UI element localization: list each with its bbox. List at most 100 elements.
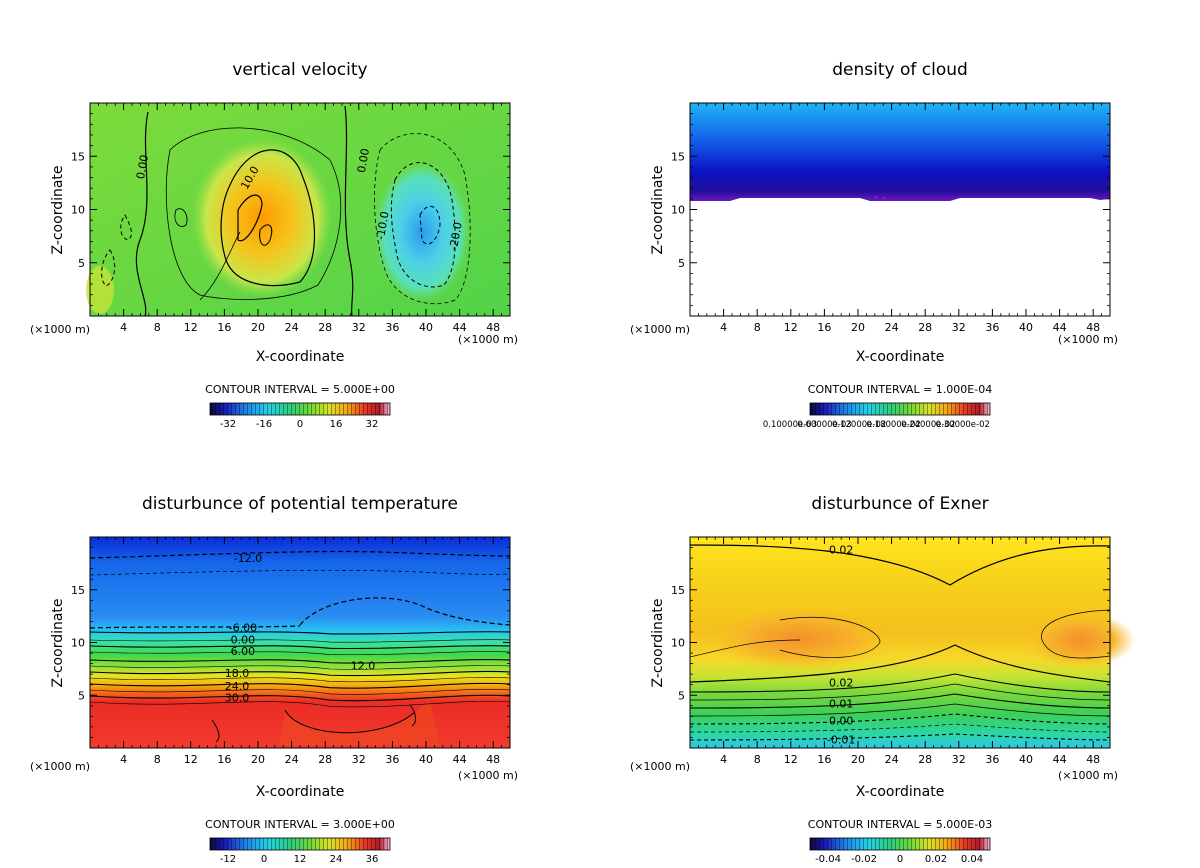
colorbar-tick-label: 0 xyxy=(297,419,303,430)
plot-field xyxy=(89,537,511,748)
exner-contour-line xyxy=(689,703,1111,717)
x-axis-label: X-coordinate xyxy=(256,784,345,800)
x-tick-label: 16 xyxy=(817,753,831,766)
x-axis-ticks: 4 8 12 16 20 24 28 32 36 40 44 48 xyxy=(698,103,1102,334)
contour-label: -12.0 xyxy=(234,552,262,565)
colorbar-tick-label: 0.12000e-02 xyxy=(832,420,886,430)
contour-label: 12.0 xyxy=(351,660,376,673)
x-tick-label: 20 xyxy=(851,321,865,334)
x-tick-label: 48 xyxy=(1086,321,1100,334)
colorbar-tick-label: -12 xyxy=(220,854,236,865)
colorbar-tick-label: 0 xyxy=(897,854,903,865)
theta-contour-line xyxy=(89,700,511,708)
colorbar-tick-label: 24 xyxy=(330,854,343,865)
x-tick-label: 16 xyxy=(217,321,231,334)
exner-contour-line xyxy=(689,673,1111,693)
contour-label: -20.0 xyxy=(447,221,465,251)
colorbar xyxy=(809,402,991,416)
y-tick-label: 15 xyxy=(71,584,85,597)
colorbar-tick-label: 0.30000e-02 xyxy=(936,420,990,430)
colorbar-tick-label: 0.18000e-02 xyxy=(867,420,921,430)
x-tick-label: 4 xyxy=(120,321,127,334)
x-tick-label: 32 xyxy=(352,753,366,766)
x-tick-label: 16 xyxy=(217,753,231,766)
theta-contour-line xyxy=(89,677,511,683)
contour-labels: -12.0 -6.000.006.00 12.0 18.024.030.0 xyxy=(225,552,376,704)
y-tick-label: 15 xyxy=(671,150,685,163)
x-unit-left: (×1000 m) xyxy=(630,323,690,336)
theta-contour-line xyxy=(89,694,511,702)
y-tick-label: 10 xyxy=(71,637,85,650)
contour-label: 30.0 xyxy=(225,691,250,704)
x-tick-label: 12 xyxy=(784,753,798,766)
contour-label: -10.0 xyxy=(374,210,392,240)
x-tick-label: 8 xyxy=(754,753,761,766)
theta-contour-line xyxy=(89,651,511,656)
colorbar-tick-label: 0.04 xyxy=(961,854,983,865)
x-unit-right: (×1000 m) xyxy=(458,333,518,346)
x-tick-label: 44 xyxy=(1053,321,1067,334)
contour-label: 0.00 xyxy=(134,154,151,180)
colorbar-tick-label: -32 xyxy=(220,419,236,430)
theta-contour-line xyxy=(89,639,511,643)
y-axis-label: Z-coordinate xyxy=(50,165,66,254)
x-tick-label: 36 xyxy=(385,321,399,334)
colorbar-tick-label: 16 xyxy=(330,419,343,430)
y-tick-label: 15 xyxy=(71,150,85,163)
x-tick-label: 8 xyxy=(154,753,161,766)
panel-title: disturbunce of potential temperature xyxy=(142,494,458,514)
x-unit-right: (×1000 m) xyxy=(1058,769,1118,782)
colorbar-tick-label: -16 xyxy=(256,419,272,430)
x-axis-ticks: 4 8 12 16 20 24 28 32 36 40 44 48 xyxy=(698,537,1102,766)
colorbar-tick-label: 12 xyxy=(294,854,307,865)
plot-field xyxy=(86,103,510,317)
contour-interval-label: CONTOUR INTERVAL = 3.000E+00 xyxy=(205,818,395,831)
y-axis-label: Z-coordinate xyxy=(50,598,66,687)
y-axis-ticks: 5 10 15 xyxy=(671,547,1110,738)
exner-contour-line xyxy=(689,723,1111,733)
theta-contour-line xyxy=(89,631,511,635)
y-tick-label: 5 xyxy=(678,689,685,702)
x-tick-label: 16 xyxy=(817,321,831,334)
x-tick-label: 24 xyxy=(885,753,899,766)
x-tick-label: 36 xyxy=(385,753,399,766)
y-tick-label: 10 xyxy=(671,204,685,217)
colorbar-tick-label: 0.02 xyxy=(925,854,947,865)
colorbar-ticks: 0.10000e-030.60000e-030.12000e-020.18000… xyxy=(763,420,990,430)
x-tick-label: 40 xyxy=(1019,321,1033,334)
colorbar-tick-label: 0.24000e-02 xyxy=(901,420,955,430)
exner-contour-line xyxy=(689,713,1111,725)
x-tick-label: 20 xyxy=(251,753,265,766)
theta-contour-line xyxy=(89,665,511,670)
exner-contour-line xyxy=(689,693,1111,709)
colorbar-ticks: -0.04 -0.02 0 0.02 0.04 xyxy=(815,854,983,865)
colorbar xyxy=(209,837,391,851)
x-unit-right: (×1000 m) xyxy=(458,769,518,782)
contour-label: 0.02 xyxy=(829,544,854,557)
x-tick-label: 28 xyxy=(318,753,332,766)
panel-title: density of cloud xyxy=(832,60,968,80)
x-tick-label: 36 xyxy=(985,753,999,766)
x-tick-label: 8 xyxy=(754,321,761,334)
colorbar-tick-label: -0.04 xyxy=(815,854,841,865)
y-axis-ticks: 5 10 15 xyxy=(71,547,510,738)
contour-label: 0.00 xyxy=(231,633,256,646)
x-tick-label: 32 xyxy=(352,321,366,334)
x-tick-label: 20 xyxy=(251,321,265,334)
x-tick-label: 4 xyxy=(720,753,727,766)
x-tick-label: 32 xyxy=(952,753,966,766)
x-tick-label: 40 xyxy=(1019,753,1033,766)
x-unit-left: (×1000 m) xyxy=(630,760,690,773)
x-tick-label: 28 xyxy=(318,321,332,334)
theta-contour-line xyxy=(89,658,511,664)
x-tick-label: 12 xyxy=(784,321,798,334)
exner-contour-line xyxy=(689,683,1111,701)
exner-contour-line xyxy=(689,733,1111,741)
x-axis-label: X-coordinate xyxy=(856,784,945,800)
colorbar-tick-label: 0.10000e-03 xyxy=(763,420,817,430)
contour-labels: 0.02 0.02 0.01 0.00 -0.01 xyxy=(827,544,855,747)
contour-label: 24.0 xyxy=(225,680,250,693)
y-tick-label: 5 xyxy=(78,689,85,702)
colorbar-ticks: -12 0 12 24 36 xyxy=(220,854,379,865)
x-tick-label: 4 xyxy=(120,753,127,766)
